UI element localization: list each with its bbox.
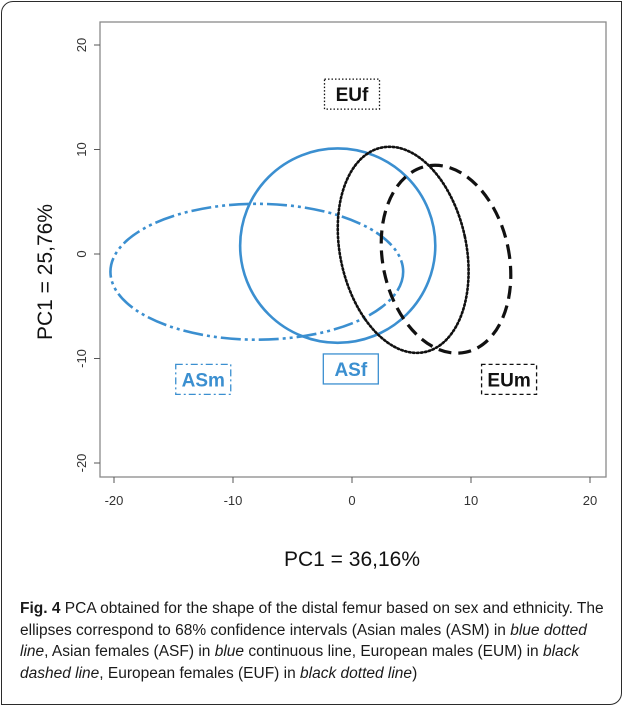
label-box-asm — [175, 363, 232, 396]
y-tick-label: -10 — [74, 349, 89, 368]
ellipses — [109, 145, 513, 355]
x-tick-label: -10 — [224, 493, 243, 508]
caption-emphasis: black dashed line — [20, 643, 580, 682]
y-tick-label: 0 — [74, 250, 89, 257]
label-box-euf — [323, 78, 381, 110]
caption-text: , European females (EUF) in — [99, 664, 301, 682]
x-tick-label: 20 — [583, 493, 597, 508]
y-tick-label: 10 — [74, 142, 89, 156]
caption-text: ) — [412, 664, 418, 682]
plot-area — [99, 21, 607, 478]
caption-text: PCA obtained for the shape of the distal… — [20, 600, 604, 639]
y-axis-label: PC1 = 25,76% — [34, 204, 57, 340]
x-tick-label: 10 — [464, 493, 478, 508]
label-box-eum — [480, 363, 538, 396]
ellipse-euf — [336, 145, 470, 355]
y-tick-label: -20 — [74, 454, 89, 473]
label-euf: EUf — [336, 85, 369, 106]
label-box-asf — [322, 353, 379, 385]
figure-label: Fig. 4 — [20, 600, 61, 617]
ellipse-asm — [109, 202, 405, 341]
caption-emphasis: blue — [214, 643, 245, 660]
label-asm: ASm — [182, 370, 225, 391]
group-labels: EUf ASm ASf EUm — [175, 78, 538, 396]
label-eum: EUm — [487, 370, 530, 391]
y-tick-label: 20 — [74, 38, 89, 52]
x-tick-label: -20 — [105, 493, 124, 508]
ellipse-asf — [238, 147, 437, 345]
x-axis-label: PC1 = 36,16% — [284, 548, 420, 571]
caption-text: continuous line, European males (EUM) in — [244, 643, 543, 660]
x-tick-label: 0 — [348, 493, 355, 508]
caption-emphasis: blue dotted line — [20, 621, 587, 661]
axes: -20 -10 0 10 20 20 10 0 -10 -20 — [74, 38, 597, 508]
caption-text: , Asian females (ASF) in — [44, 643, 215, 660]
caption-emphasis: black dotted line — [300, 664, 413, 682]
label-asf: ASf — [334, 360, 367, 381]
ellipse-eum — [379, 163, 513, 355]
figure-caption: Fig. 4 PCA obtained for the shape of the… — [20, 598, 610, 684]
